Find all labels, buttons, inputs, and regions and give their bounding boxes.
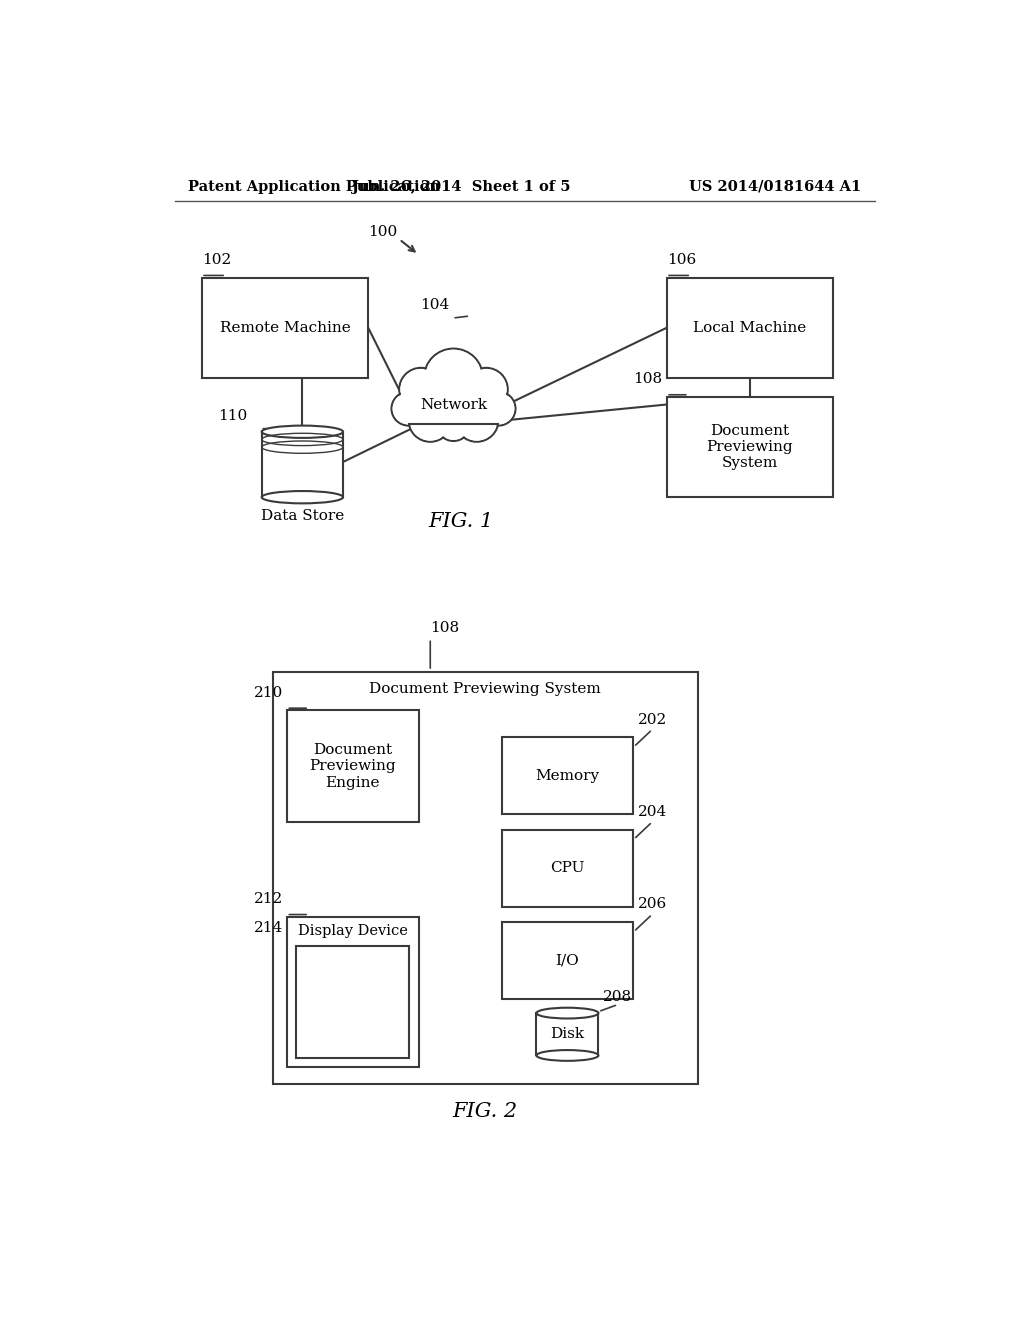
- Bar: [667, 277, 834, 378]
- Text: 212: 212: [254, 892, 283, 906]
- Circle shape: [437, 408, 469, 440]
- Text: Patent Application Publication: Patent Application Publication: [188, 180, 440, 194]
- Circle shape: [400, 370, 441, 409]
- Circle shape: [425, 350, 481, 407]
- Text: 108: 108: [430, 620, 460, 635]
- Text: 110: 110: [218, 408, 248, 422]
- Bar: [287, 917, 419, 1067]
- Text: 104: 104: [421, 298, 450, 313]
- Circle shape: [391, 392, 426, 425]
- Text: 210: 210: [254, 685, 283, 700]
- Text: FIG. 1: FIG. 1: [429, 512, 494, 532]
- Text: Data Store: Data Store: [261, 508, 344, 523]
- Circle shape: [399, 368, 442, 411]
- Circle shape: [424, 348, 483, 407]
- Text: 100: 100: [369, 224, 397, 239]
- Text: FIG. 2: FIG. 2: [453, 1102, 518, 1121]
- Text: 202: 202: [638, 713, 668, 726]
- Text: Remote Machine: Remote Machine: [219, 321, 350, 335]
- Text: 108: 108: [633, 372, 662, 387]
- Text: 102: 102: [203, 253, 231, 267]
- Text: Display Device: Display Device: [298, 924, 408, 937]
- Circle shape: [392, 393, 424, 425]
- Bar: [502, 923, 633, 999]
- Bar: [287, 710, 419, 822]
- Ellipse shape: [537, 1051, 598, 1061]
- Bar: [411, 379, 496, 422]
- Text: Local Machine: Local Machine: [693, 321, 807, 335]
- Bar: [502, 738, 633, 814]
- Text: 204: 204: [638, 805, 668, 818]
- Text: Memory: Memory: [536, 770, 599, 783]
- Circle shape: [482, 393, 514, 425]
- Circle shape: [436, 407, 471, 441]
- Bar: [502, 830, 633, 907]
- Text: Jun. 26, 2014  Sheet 1 of 5: Jun. 26, 2014 Sheet 1 of 5: [352, 180, 570, 194]
- Text: 206: 206: [638, 898, 668, 911]
- Circle shape: [410, 400, 451, 441]
- Text: 106: 106: [668, 253, 696, 267]
- Bar: [296, 946, 410, 1057]
- Text: 208: 208: [603, 990, 632, 1003]
- Circle shape: [455, 399, 499, 442]
- Bar: [409, 378, 499, 424]
- Circle shape: [466, 370, 507, 409]
- Text: Network: Network: [420, 397, 487, 412]
- Text: CPU: CPU: [550, 862, 585, 875]
- Ellipse shape: [262, 425, 343, 438]
- Bar: [537, 1014, 598, 1056]
- Text: 214: 214: [254, 921, 283, 936]
- Bar: [667, 397, 834, 498]
- Bar: [262, 432, 343, 498]
- Ellipse shape: [262, 491, 343, 503]
- Bar: [202, 277, 369, 378]
- Circle shape: [481, 392, 515, 425]
- Text: Document
Previewing
System: Document Previewing System: [707, 424, 794, 470]
- Text: US 2014/0181644 A1: US 2014/0181644 A1: [689, 180, 861, 194]
- Bar: [273, 672, 697, 1084]
- Text: Document Previewing System: Document Previewing System: [370, 682, 601, 696]
- Circle shape: [464, 368, 508, 411]
- Circle shape: [409, 399, 452, 442]
- Text: User
Interface: User Interface: [318, 987, 387, 1016]
- Text: Disk: Disk: [550, 1027, 585, 1041]
- Text: I/O: I/O: [556, 954, 580, 968]
- Ellipse shape: [537, 1007, 598, 1019]
- Text: Document
Previewing
Engine: Document Previewing Engine: [309, 743, 396, 789]
- Circle shape: [457, 400, 498, 441]
